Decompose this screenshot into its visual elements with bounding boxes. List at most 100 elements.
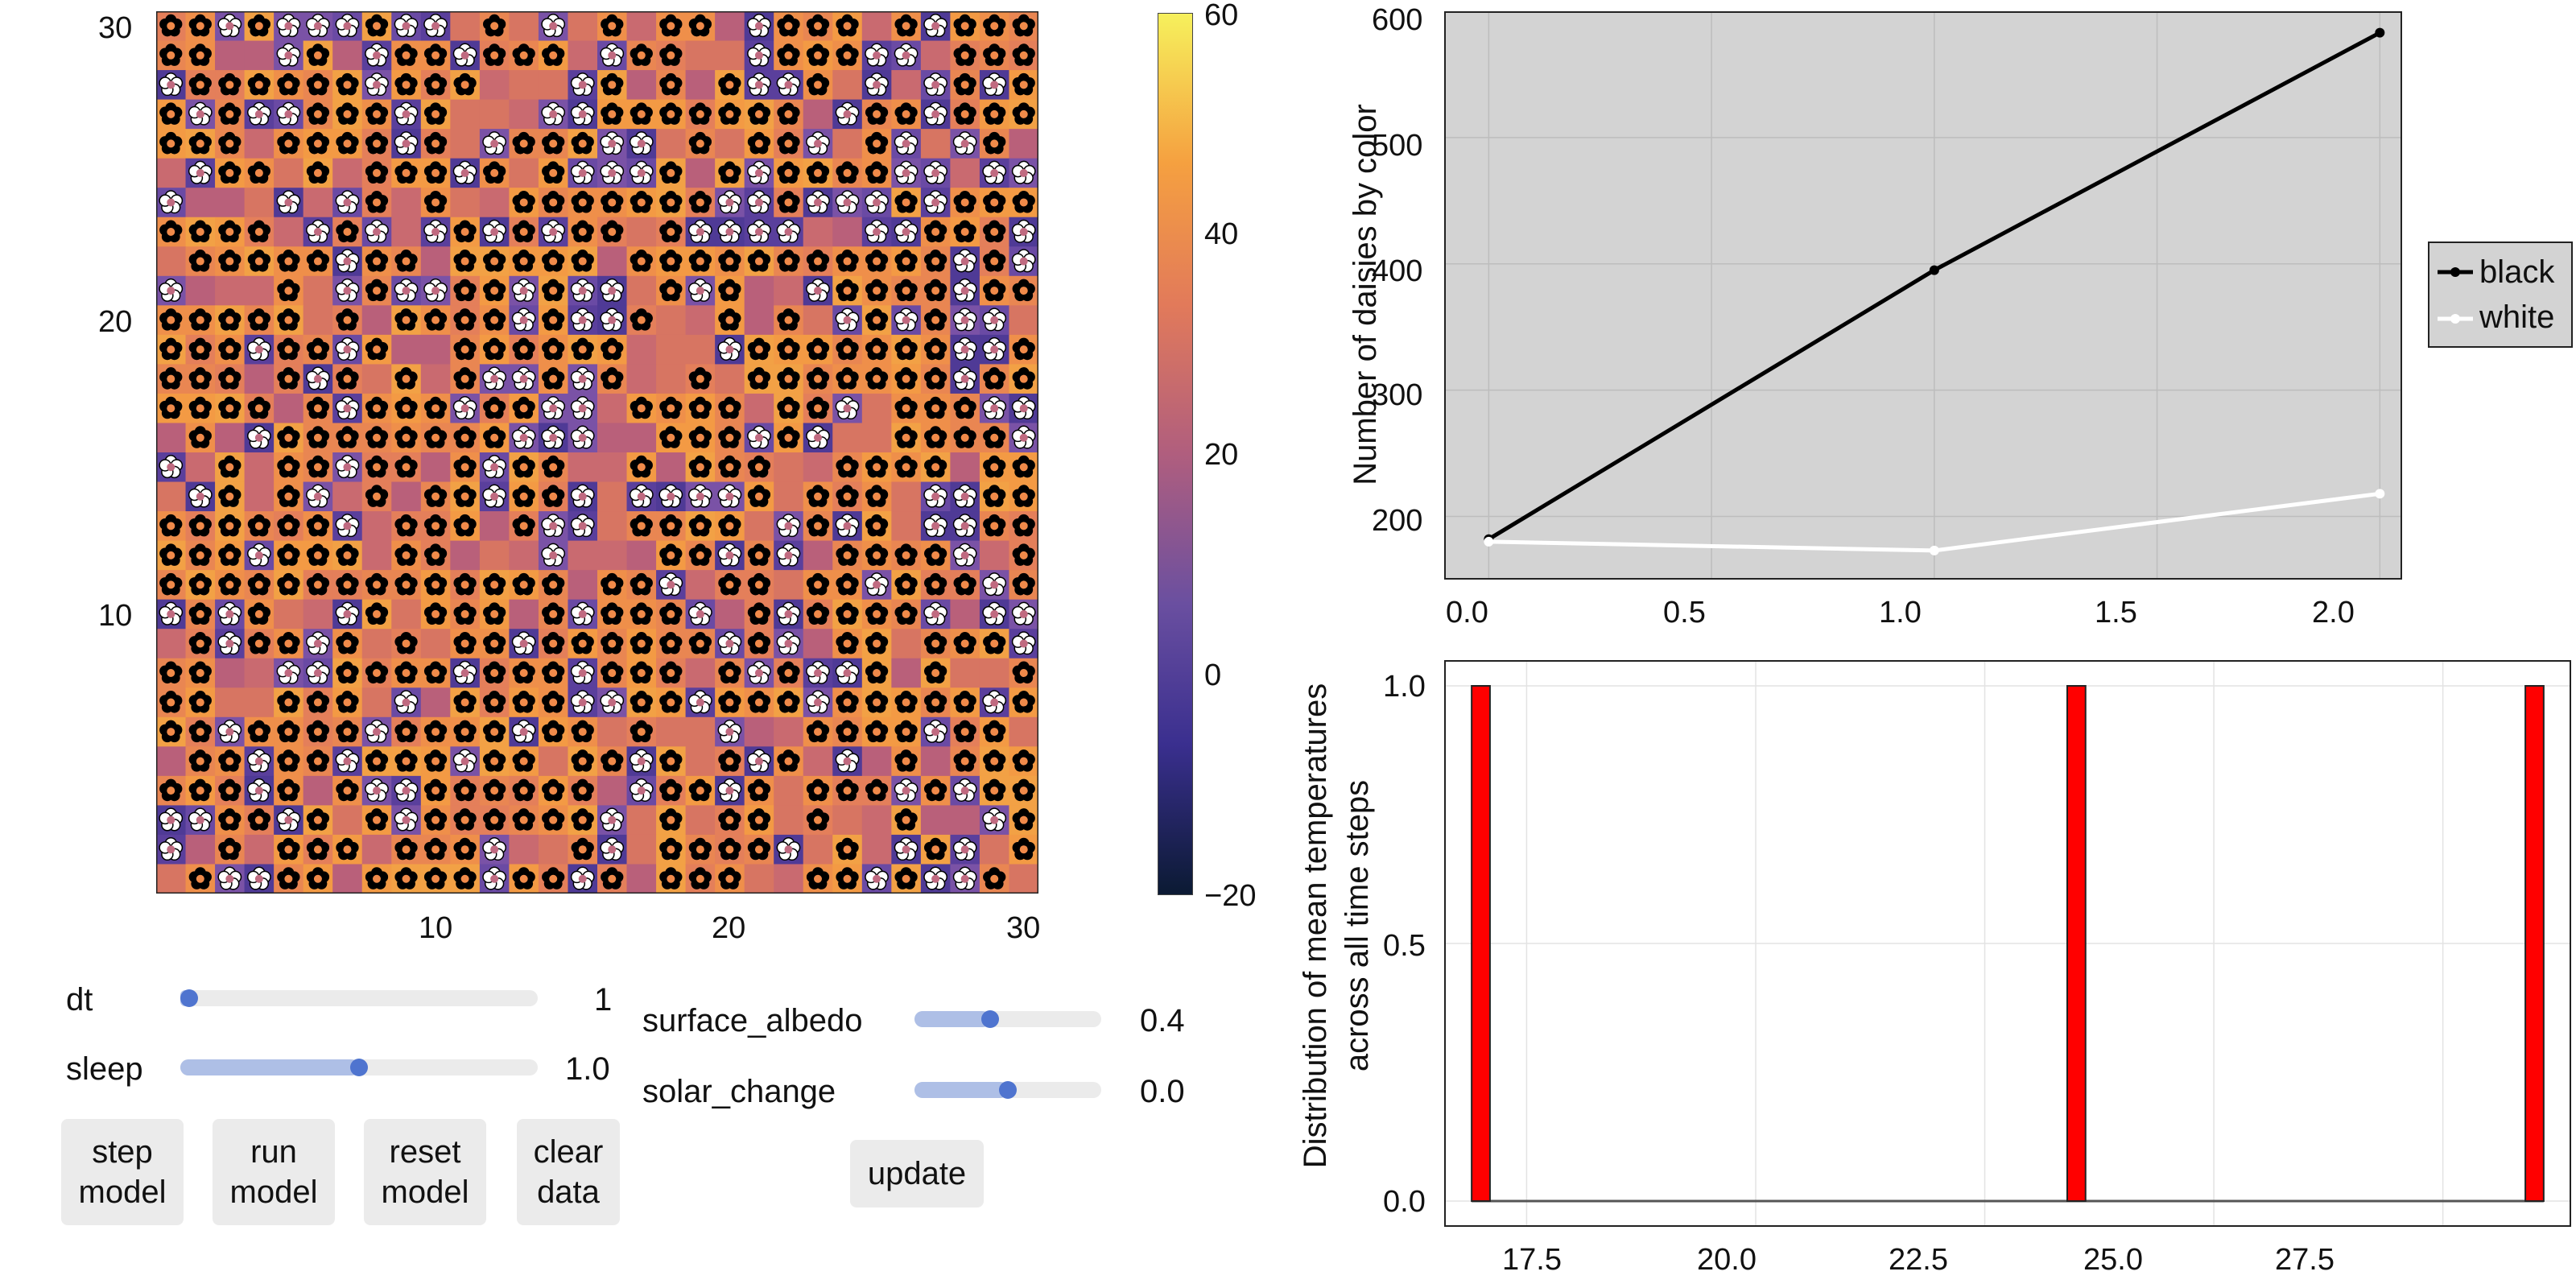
- daisy-center: [990, 51, 999, 60]
- daisy-center: [578, 609, 587, 618]
- grid-cell: [685, 570, 716, 601]
- daisy-center: [402, 580, 411, 589]
- daisy-center: [343, 198, 352, 207]
- grid-cell: [568, 11, 598, 42]
- daisy-center: [873, 698, 881, 707]
- daisy-center: [667, 404, 675, 413]
- daisy-center: [667, 257, 675, 266]
- grid-cell: [303, 599, 333, 630]
- daisy-center: [843, 51, 852, 60]
- daisy-center: [225, 374, 234, 383]
- grid-cell: [685, 158, 716, 188]
- daisy-center: [696, 374, 704, 383]
- white-daisy-icon: [600, 43, 625, 67]
- daisy-center: [284, 80, 293, 89]
- grid-cell: [832, 217, 863, 247]
- daisy-center: [254, 639, 263, 648]
- grid-cell: [656, 716, 687, 747]
- daisy-center: [519, 374, 528, 383]
- daisy-center: [667, 669, 675, 677]
- daisy-center: [254, 609, 263, 618]
- grid-cell: [361, 364, 392, 394]
- black-daisy-icon: [512, 131, 535, 155]
- black-daisy-icon: [306, 102, 330, 125]
- daisy-center: [754, 698, 763, 707]
- black-daisy-icon: [159, 102, 183, 125]
- daisy-center: [637, 51, 646, 60]
- daisy-center: [902, 698, 910, 707]
- black-daisy-icon: [601, 102, 624, 125]
- daisy-center: [902, 168, 910, 177]
- black-daisy-icon: [394, 43, 418, 66]
- daisy-center: [196, 345, 204, 354]
- daisy-center: [460, 492, 469, 501]
- daisy-center: [313, 492, 322, 501]
- daisy-center: [696, 522, 704, 530]
- grid-cell: [450, 129, 481, 159]
- daisy-center: [843, 404, 852, 413]
- daisy-center: [725, 551, 734, 559]
- daisy-center: [637, 198, 646, 207]
- daisy-center: [343, 669, 352, 677]
- daisy-center: [578, 168, 587, 177]
- black-daisy-icon: [218, 131, 242, 155]
- daisy-center: [843, 639, 852, 648]
- daisy-center: [460, 404, 469, 413]
- daisy-center: [1019, 345, 1028, 354]
- daisy-center: [990, 374, 999, 383]
- daisy-center: [637, 522, 646, 530]
- daisy-center: [284, 374, 293, 383]
- daisy-center: [754, 433, 763, 442]
- white-daisy-icon: [394, 131, 419, 155]
- daisy-center: [1019, 228, 1028, 236]
- daisy-center: [608, 316, 617, 324]
- grid-cell: [979, 658, 1009, 688]
- daisy-center: [254, 257, 263, 266]
- daisy-center: [460, 228, 469, 236]
- daisy-center: [843, 316, 852, 324]
- daisy-center: [225, 463, 234, 472]
- daisy-center: [313, 433, 322, 442]
- grid-cell: [391, 217, 422, 247]
- daisy-center: [578, 639, 587, 648]
- daisy-center: [608, 374, 617, 383]
- daisy-center: [784, 257, 793, 266]
- daisy-center: [990, 198, 999, 207]
- grid-cell: [832, 423, 863, 453]
- daisy-center: [696, 698, 704, 707]
- daisy-center: [843, 168, 852, 177]
- white-daisy-icon: [982, 72, 1007, 97]
- daisy-center: [402, 51, 411, 60]
- daisy-center: [373, 168, 381, 177]
- daisy-center: [960, 198, 969, 207]
- daisy-center: [578, 522, 587, 530]
- daisy-center: [225, 757, 234, 766]
- daisy-center: [167, 80, 175, 89]
- daisy-center: [343, 580, 352, 589]
- daisy-center: [549, 580, 558, 589]
- grid-cell: [274, 217, 304, 247]
- daisy-center: [754, 639, 763, 648]
- daisy-center: [873, 463, 881, 472]
- daisy-center: [843, 728, 852, 737]
- grid-cell: [156, 158, 187, 188]
- daisy-center: [549, 639, 558, 648]
- white-daisy-icon: [865, 72, 889, 97]
- black-daisy-icon: [218, 72, 242, 96]
- daisy-center: [196, 404, 204, 413]
- grid-cell: [744, 275, 774, 306]
- daisy-center: [960, 22, 969, 31]
- daisy-center: [549, 609, 558, 618]
- grid-cell: [597, 481, 628, 512]
- daisy-center: [490, 698, 499, 707]
- daisy-center: [313, 139, 322, 148]
- daisy-center: [431, 551, 440, 559]
- grid-cell: [274, 158, 304, 188]
- daisy-center: [284, 345, 293, 354]
- daisy-center: [402, 728, 411, 737]
- grid-cell: [597, 540, 628, 571]
- daisy-center: [578, 345, 587, 354]
- daisy-center: [667, 198, 675, 207]
- daisy-center: [578, 374, 587, 383]
- daisy-center: [873, 728, 881, 737]
